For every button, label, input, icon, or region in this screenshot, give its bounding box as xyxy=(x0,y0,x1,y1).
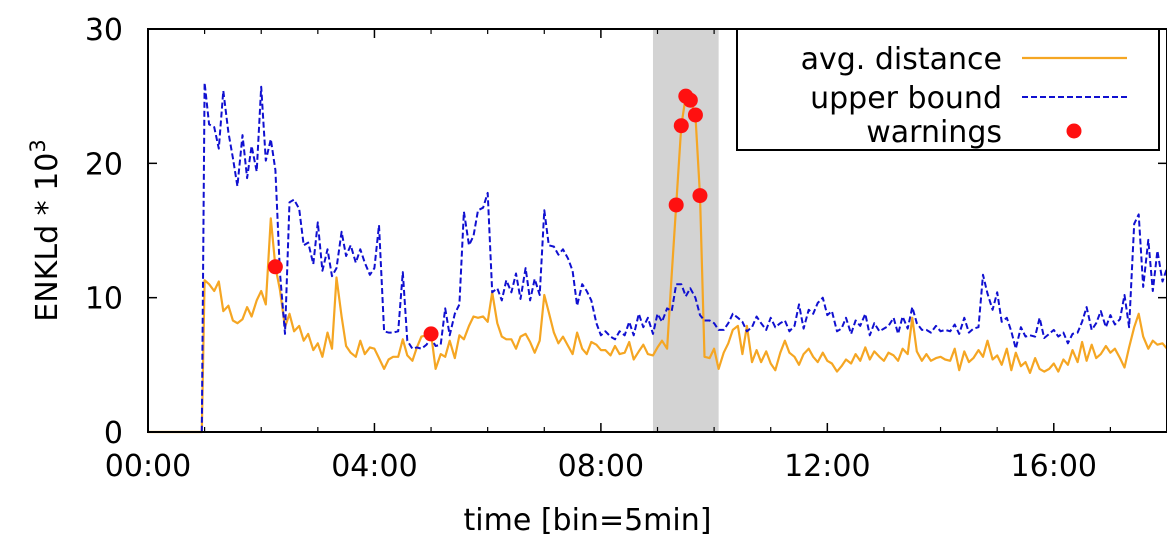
x-tick-label: 12:00 xyxy=(784,449,870,484)
x-axis-title: time [bin=5min] xyxy=(464,503,712,538)
warning-point xyxy=(687,107,703,123)
warning-point xyxy=(692,188,708,204)
y-tick-label: 30 xyxy=(85,13,123,48)
warning-point xyxy=(673,118,689,134)
legend-box xyxy=(736,28,1160,151)
y-tick-label: 20 xyxy=(85,147,123,182)
legend-swatch-warnings xyxy=(1066,123,1082,139)
y-axis-title-exponent: 3 xyxy=(26,139,50,152)
y-tick-label: 0 xyxy=(104,416,123,451)
y-axis-title: ENKLd * 103 xyxy=(26,139,65,321)
y-axis-title-base: ENKLd * 10 xyxy=(30,153,65,322)
x-tick-label: 08:00 xyxy=(558,449,644,484)
x-tick-label: 04:00 xyxy=(331,449,417,484)
warning-point xyxy=(668,197,684,213)
warning-point xyxy=(267,259,283,275)
legend-label: avg. distance xyxy=(801,42,1002,77)
legend-label: warnings xyxy=(866,115,1002,150)
warning-point xyxy=(682,92,698,108)
warning-point xyxy=(423,326,439,342)
series-line-upper-bound xyxy=(148,81,1167,433)
x-tick-label: 16:00 xyxy=(1011,449,1097,484)
legend-label: upper bound xyxy=(810,81,1002,116)
y-tick-label: 10 xyxy=(85,282,123,317)
x-tick-label: 00:00 xyxy=(105,449,191,484)
